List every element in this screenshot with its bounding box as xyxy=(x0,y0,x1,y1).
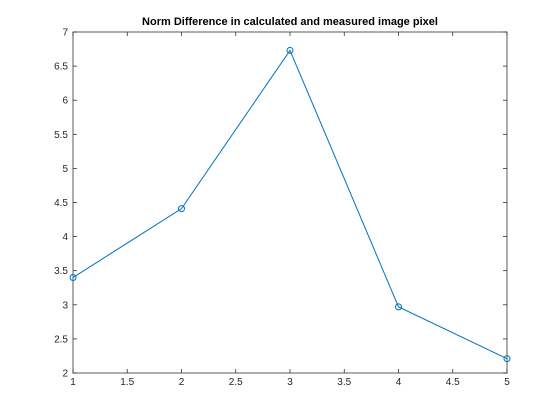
x-tick-label: 2 xyxy=(179,377,185,388)
data-point xyxy=(395,303,402,311)
x-tick-label: 3.5 xyxy=(337,377,351,388)
y-tick-label: 2.5 xyxy=(54,334,68,345)
y-tick-label: 2 xyxy=(62,369,68,380)
y-tick-label: 3 xyxy=(62,300,68,311)
x-tick-label: 5 xyxy=(504,377,510,388)
data-point xyxy=(178,205,185,213)
x-tick-label: 3 xyxy=(287,377,293,388)
y-tick-label: 5.5 xyxy=(54,130,68,141)
data-point xyxy=(503,355,511,363)
tick-labels: 1 1.5 2 2.5 3 3.5 4 4.5 5 2 2.5 3 3.5 4 4.5 5 5.5 6 6.5 7 xyxy=(54,28,510,389)
y-tick-label: 6 xyxy=(62,96,68,107)
y-tick-label: 6.5 xyxy=(54,62,68,73)
x-tick-label: 1.5 xyxy=(120,377,134,388)
x-tick-label: 1 xyxy=(70,377,76,388)
data-point xyxy=(286,46,294,54)
chart-title: Norm Difference in calculated and measur… xyxy=(142,16,438,28)
series-line xyxy=(72,49,508,360)
y-tick-label: 4 xyxy=(62,232,68,243)
axes-box xyxy=(72,31,508,374)
series-layer xyxy=(69,46,511,363)
y-tick-label: 5 xyxy=(62,164,68,175)
y-tick-label: 4.5 xyxy=(54,198,68,209)
y-tick-label: 3.5 xyxy=(54,266,68,277)
x-tick-label: 4 xyxy=(396,377,402,388)
x-tick-label: 2.5 xyxy=(229,377,243,388)
data-point xyxy=(69,274,77,282)
x-tick-label: 4.5 xyxy=(446,377,460,388)
y-tick-label: 7 xyxy=(62,28,68,39)
ticks xyxy=(72,31,508,374)
